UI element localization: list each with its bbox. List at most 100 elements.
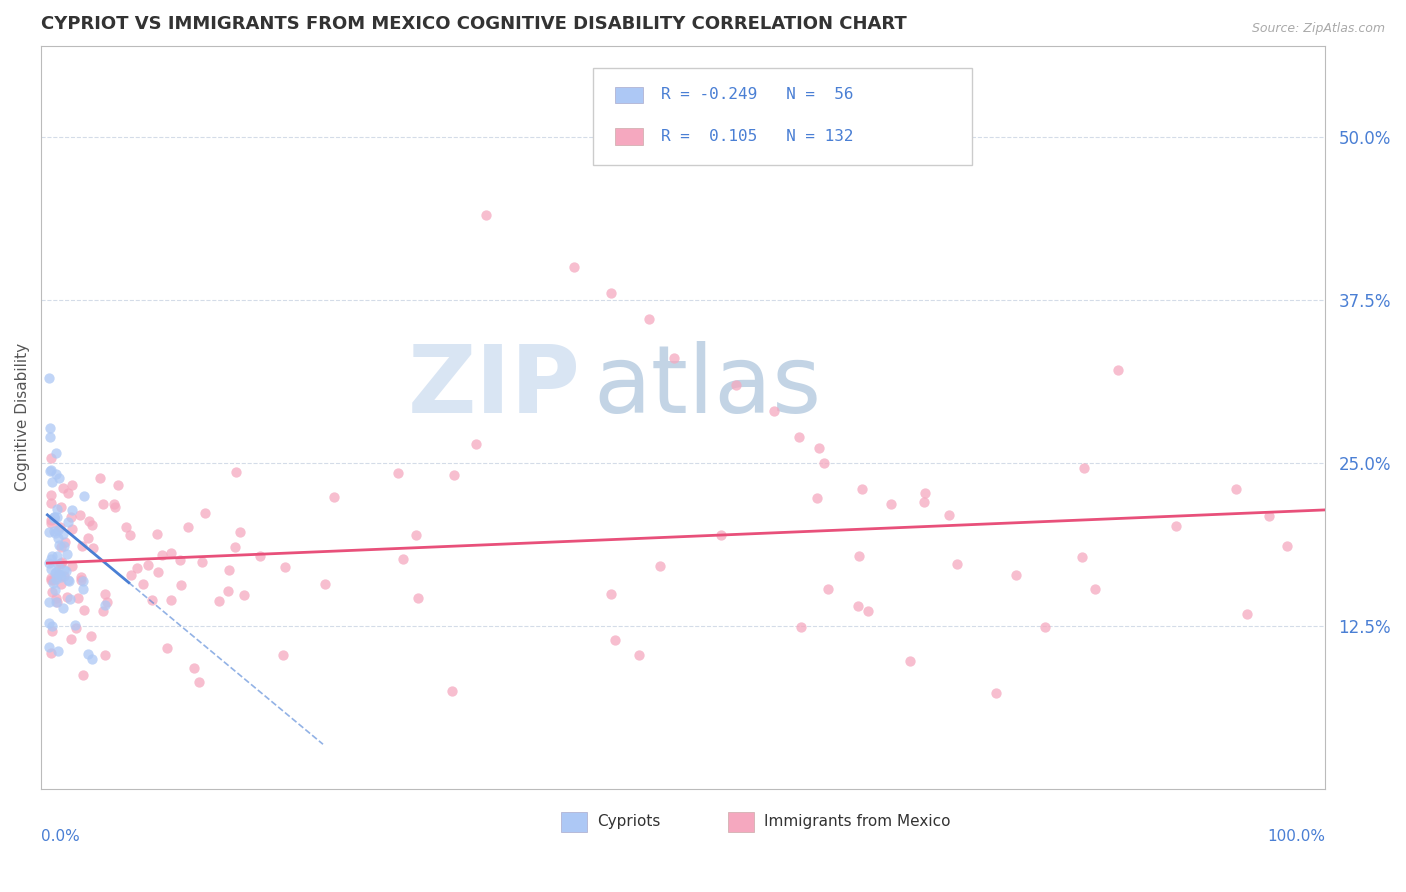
Point (725, 377, 748, 392)
Point (938, 508, 960, 522)
Point (946, 557, 969, 571)
Text: ZIP: ZIP (408, 342, 581, 434)
Point (48, 538, 70, 552)
Point (94, 587, 117, 601)
Point (914, 485, 936, 500)
Point (600, 286, 623, 301)
Point (103, 497, 125, 511)
Point (51, 601, 73, 615)
Point (1107, 362, 1129, 376)
Point (156, 640, 179, 655)
Point (45, 566, 67, 580)
Point (77, 531, 100, 545)
Point (41, 619, 63, 633)
Point (1083, 582, 1105, 596)
Point (392, 552, 415, 566)
Text: 0.0%: 0.0% (41, 830, 80, 845)
Point (80, 629, 103, 643)
Point (38, 464, 60, 478)
Point (600, 587, 623, 601)
Point (322, 490, 344, 504)
Point (650, 559, 672, 574)
Point (1275, 540, 1298, 554)
Point (45, 467, 67, 482)
Point (218, 563, 240, 577)
Point (46, 523, 69, 537)
Point (52, 527, 75, 541)
Point (63, 618, 86, 632)
Point (60, 478, 83, 492)
Point (42, 509, 65, 524)
Point (46, 644, 69, 658)
Point (39, 463, 62, 477)
Text: R =  0.105   N = 132: R = 0.105 N = 132 (661, 129, 853, 145)
Point (39, 646, 62, 660)
Point (710, 528, 733, 542)
Point (628, 648, 651, 662)
Point (790, 620, 813, 634)
Point (160, 546, 183, 560)
Point (1004, 568, 1026, 582)
Point (1033, 619, 1056, 633)
Point (46, 566, 69, 581)
Point (120, 568, 142, 582)
Point (115, 520, 138, 534)
Point (39, 496, 62, 510)
Point (405, 528, 427, 542)
Point (76, 648, 98, 662)
Point (443, 468, 465, 483)
Point (808, 441, 831, 455)
Point (813, 456, 835, 470)
Point (912, 495, 935, 509)
Point (45, 573, 67, 587)
Point (232, 588, 254, 602)
Point (848, 599, 870, 613)
Point (39, 450, 62, 465)
Point (44, 524, 66, 538)
Point (72, 603, 94, 617)
Point (48, 531, 70, 545)
Point (387, 467, 409, 481)
Point (55, 564, 77, 578)
Text: Cypriots: Cypriots (598, 814, 661, 830)
Point (51, 577, 73, 591)
Point (170, 578, 193, 592)
Point (45, 509, 67, 524)
Point (39, 421, 62, 435)
Point (45, 549, 67, 563)
Text: R = -0.249   N =  56: R = -0.249 N = 56 (661, 87, 853, 103)
Point (132, 577, 155, 591)
Point (406, 591, 429, 605)
Point (637, 312, 659, 326)
Point (39, 552, 62, 566)
Point (77, 514, 100, 528)
Point (441, 684, 464, 698)
Point (53, 535, 76, 549)
Point (42, 573, 65, 587)
Point (70, 570, 93, 584)
Point (38, 640, 60, 655)
Point (125, 560, 148, 574)
Point (217, 583, 239, 598)
Point (1225, 482, 1247, 496)
Point (224, 540, 246, 554)
Point (208, 593, 231, 607)
Point (160, 592, 183, 607)
Point (136, 558, 159, 573)
Point (183, 661, 205, 675)
Point (56, 485, 79, 500)
Point (107, 478, 129, 492)
Point (82, 518, 104, 533)
Point (986, 686, 1008, 700)
Bar (728, 813, 754, 831)
Point (191, 555, 214, 569)
Point (96, 595, 118, 609)
Text: CYPRIOT VS IMMIGRANTS FROM MEXICO COGNITIVE DISABILITY CORRELATION CHART: CYPRIOT VS IMMIGRANTS FROM MEXICO COGNIT… (41, 15, 907, 33)
Point (45, 595, 67, 609)
Point (66, 591, 89, 605)
Point (39, 562, 62, 576)
Point (89, 471, 111, 485)
Point (49, 568, 72, 582)
Point (44, 526, 66, 541)
Point (176, 519, 198, 533)
